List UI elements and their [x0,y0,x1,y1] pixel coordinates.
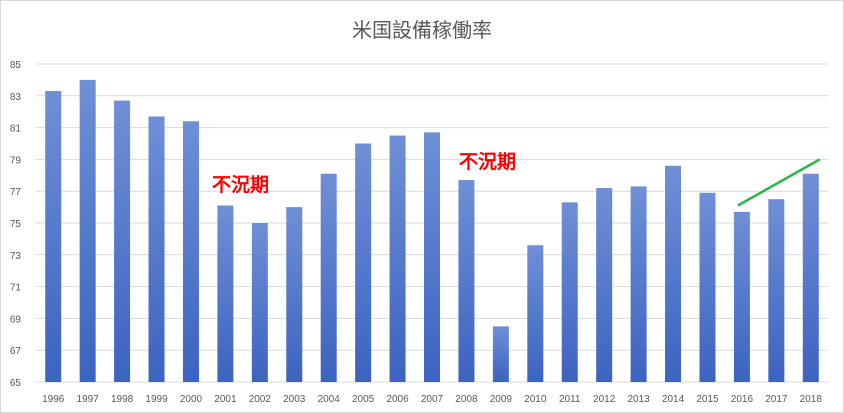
x-tick-label: 1997 [77,394,100,405]
y-tick-label: 67 [10,346,22,357]
bar [286,207,303,382]
bar [251,223,268,382]
bar [768,199,785,382]
bar [802,173,819,382]
y-tick-label: 79 [10,155,22,166]
y-tick-label: 65 [10,378,22,389]
bar [355,143,372,382]
x-tick-label: 2001 [214,394,237,405]
y-tick-label: 81 [10,124,22,135]
y-tick-label: 83 [10,92,22,103]
bar [182,121,199,383]
y-tick-label: 69 [10,314,22,325]
x-tick-label: 2018 [800,394,823,405]
bar [665,165,682,382]
recession-annotation-1: 不況期 [212,173,269,196]
x-tick-label: 2016 [731,394,754,405]
bar [492,326,509,382]
recession-annotation-2: 不況期 [459,150,516,173]
chart-title: 米国設備稼働率 [352,18,492,42]
x-tick-label: 2017 [765,394,788,405]
y-tick-label: 73 [10,251,22,262]
x-tick-label: 2004 [318,394,341,405]
x-tick-label: 1998 [111,394,134,405]
bar [561,202,578,382]
x-tick-label: 1996 [42,394,65,405]
bar [527,245,544,382]
bars [45,79,819,383]
x-tick-label: 2010 [524,394,547,405]
bar [596,188,613,382]
x-tick-label: 2006 [386,394,409,405]
bar [148,116,165,382]
x-tick-label: 2015 [696,394,719,405]
bar [217,205,234,382]
trend-line [737,158,821,207]
y-tick-label: 77 [10,187,22,198]
bar [79,79,96,383]
bar [114,100,131,382]
x-axis-ticks: 1996 1997 1998 1999 2000 2001 2002 2003 2004 2005… [42,394,822,405]
x-tick-label: 2005 [352,394,375,405]
x-tick-label: 2007 [421,394,444,405]
bar [389,135,406,382]
x-tick-label: 2012 [593,394,616,405]
bar [458,180,475,382]
x-tick-label: 2000 [180,394,203,405]
x-tick-label: 2008 [455,394,478,405]
x-tick-label: 1999 [145,394,168,405]
x-tick-label: 2002 [249,394,272,405]
y-tick-label: 71 [10,283,22,294]
bar [320,173,337,382]
x-tick-label: 2003 [283,394,306,405]
x-tick-label: 2013 [627,394,650,405]
bar [733,211,750,382]
bar [424,132,440,382]
bar [630,186,647,382]
x-tick-label: 2009 [490,394,513,405]
bar [699,192,716,382]
x-tick-label: 2011 [559,394,581,405]
y-tick-label: 85 [10,60,22,71]
bar [45,91,62,382]
y-tick-label: 75 [10,219,22,230]
y-axis-ticks: 65 67 69 71 73 75 77 79 81 83 85 [10,60,22,389]
x-tick-label: 2014 [662,394,685,405]
